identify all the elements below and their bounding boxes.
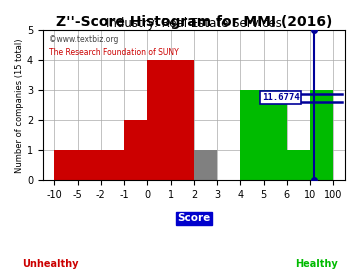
Bar — [287, 150, 310, 180]
Text: Unhealthy: Unhealthy — [22, 259, 78, 269]
Bar — [240, 90, 287, 180]
Bar — [54, 150, 124, 180]
Text: Score: Score — [177, 213, 211, 223]
Text: The Research Foundation of SUNY: The Research Foundation of SUNY — [49, 48, 179, 57]
Y-axis label: Number of companies (15 total): Number of companies (15 total) — [15, 38, 24, 173]
Bar — [310, 90, 333, 180]
Bar — [194, 150, 217, 180]
Text: ©www.textbiz.org: ©www.textbiz.org — [49, 35, 118, 44]
Title: Z''-Score Histogram for MMI (2016): Z''-Score Histogram for MMI (2016) — [56, 15, 332, 29]
Text: Healthy: Healthy — [296, 259, 338, 269]
Bar — [124, 120, 171, 180]
Text: 11.6774: 11.6774 — [262, 93, 300, 102]
Text: Industry: Real Estate Services: Industry: Real Estate Services — [106, 17, 282, 30]
Bar — [147, 60, 194, 180]
